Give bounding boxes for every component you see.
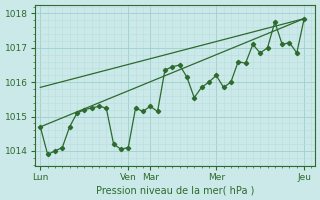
X-axis label: Pression niveau de la mer( hPa ): Pression niveau de la mer( hPa ) — [96, 185, 254, 195]
